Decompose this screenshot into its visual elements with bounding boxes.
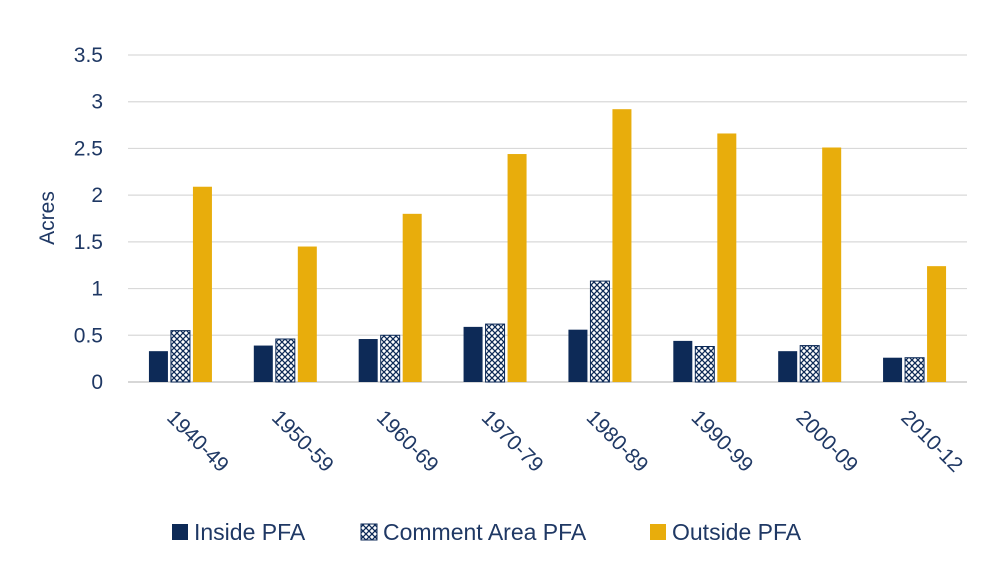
bar-inside-pfa [778,351,798,382]
y-tick-label: 1 [91,278,103,301]
bar-outside-pfa [822,147,842,382]
bar-inside-pfa [148,351,168,382]
legend-label: Outside PFA [672,519,802,545]
y-tick-label: 2 [91,184,103,207]
legend: Inside PFA Comment Area PFA Outside PFA [172,519,802,545]
bar-inside-pfa [883,357,903,382]
bar-inside-pfa [568,329,588,382]
x-tick-label: 2000-09 [791,406,862,477]
y-tick-label: 3.5 [74,44,103,67]
bar-comment-area-pfa [170,330,191,383]
y-tick-label: 2.5 [74,137,103,160]
bar-outside-pfa [927,266,947,382]
y-axis-title: Acres [36,191,59,245]
y-tick-label: 1.5 [74,231,103,254]
bar-comment-area-pfa [694,345,715,383]
x-tick-label: 1980-89 [582,406,653,477]
bar-outside-pfa [612,109,632,382]
x-tick-label: 1970-79 [477,406,548,477]
y-tick-label: 0 [91,371,103,394]
x-tick-label: 2010-12 [896,406,967,477]
x-tick-label: 1940-49 [162,406,233,477]
y-axis-ticks: 0 0.5 1 1.5 2 2.5 3 3.5 [74,44,103,394]
bar-inside-pfa [463,326,483,382]
bar-outside-pfa [297,246,317,382]
x-tick-label: 1990-99 [687,406,758,477]
bar-inside-pfa [358,339,378,382]
bars [148,109,947,383]
x-tick-label: 1950-59 [267,406,338,477]
bar-outside-pfa [717,133,737,382]
gridlines [128,54,967,383]
bar-comment-area-pfa [589,280,610,383]
bar-comment-area-pfa [799,345,820,383]
bar-outside-pfa [402,213,422,382]
bar-comment-area-pfa [380,334,401,383]
legend-swatch [650,524,666,540]
legend-swatch [172,524,188,540]
y-tick-label: 3 [91,91,103,114]
bar-outside-pfa [507,154,527,382]
x-tick-label: 1960-69 [372,406,443,477]
bar-inside-pfa [253,345,273,382]
bar-outside-pfa [192,186,212,382]
legend-swatch [360,523,378,541]
bar-comment-area-pfa [904,357,925,383]
bar-comment-area-pfa [275,338,296,383]
bar-inside-pfa [673,340,693,382]
y-tick-label: 0.5 [74,324,103,347]
bar-comment-area-pfa [485,323,506,383]
x-axis-ticks: 1940-49 1950-59 1960-69 1970-79 1980-89 1990-… [162,406,967,477]
legend-label: Inside PFA [194,519,306,545]
legend-label: Comment Area PFA [383,519,587,545]
